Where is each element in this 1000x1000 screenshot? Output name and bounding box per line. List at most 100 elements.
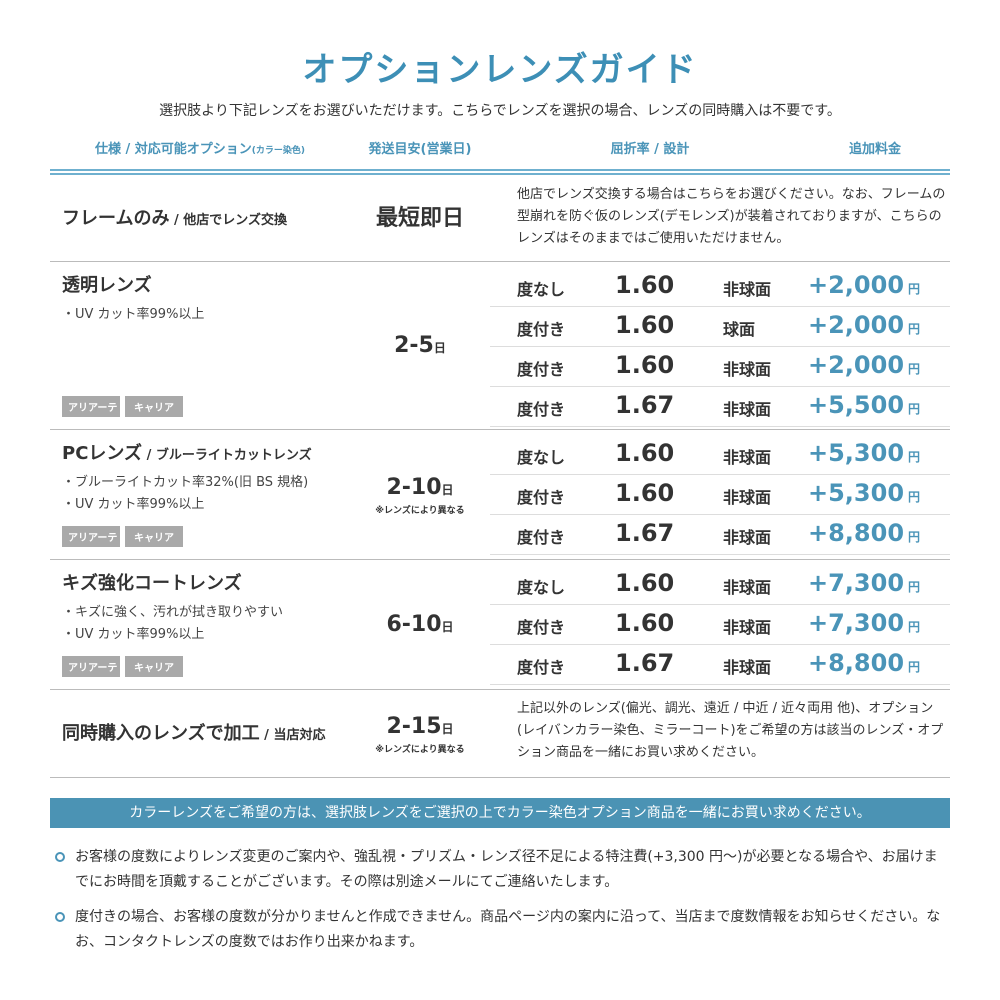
color-lens-banner: カラーレンズをご希望の方は、選択肢レンズをご選択の上でカラー染色オプション商品を… <box>50 798 950 828</box>
lens-spec: 同時購入のレンズで加工 / 当店対応 <box>62 722 342 748</box>
option-tag: キャリア <box>125 396 183 417</box>
prescription-label: 度なし <box>517 280 566 299</box>
lens-row: PCレンズ / ブルーライトカットレンズ・ブルーライトカット率32%(旧 BS … <box>50 430 950 560</box>
prescription-label: 度なし <box>517 578 566 597</box>
lens-design: 非球面 <box>723 578 772 597</box>
price-unit: 円 <box>908 450 921 464</box>
lens-option-row[interactable]: 度付き 1.60 非球面 +7,300 円 <box>490 605 950 645</box>
price-unit: 円 <box>908 322 921 336</box>
lens-feature: ・UV カット率99%以上 <box>62 307 205 322</box>
lens-name-sub: / ブルーライトカットレンズ <box>142 448 312 463</box>
option-tags: アリアーテ キャリア <box>62 396 183 417</box>
lens-option-row[interactable]: 度なし 1.60 非球面 +5,300 円 <box>490 435 950 475</box>
price-group: +2,000 円 <box>808 351 920 379</box>
lens-name: 透明レンズ <box>62 274 342 300</box>
lens-option-row[interactable]: 度なし 1.60 非球面 +7,300 円 <box>490 565 950 605</box>
price-group: +7,300 円 <box>808 569 920 597</box>
price-group: +5,300 円 <box>808 439 920 467</box>
note-item: お客様の度数によりレンズ変更のご案内や、強乱視・プリズム・レンズ径不足による特注… <box>55 845 950 895</box>
additional-price: +5,500 <box>808 391 905 419</box>
lens-name-main: 透明レンズ <box>62 275 152 296</box>
price-group: +2,000 円 <box>808 271 920 299</box>
price-unit: 円 <box>908 490 921 504</box>
shipping-note: ※レンズにより異なる <box>375 745 465 755</box>
price-unit: 円 <box>908 660 921 674</box>
lens-name-main: PCレンズ <box>62 443 143 464</box>
shipping-days-unit: 日 <box>441 483 454 497</box>
shipping-estimate: 6-10日 <box>350 611 490 641</box>
additional-price: +2,000 <box>808 271 905 299</box>
lens-spec: キズ強化コートレンズ ・キズに強く、汚れが拭き取りやすい ・UV カット率99%以上 <box>62 572 342 646</box>
additional-price: +2,000 <box>808 311 905 339</box>
header-spec: 仕様 / 対応可能オプション(カラー染色) <box>60 138 340 157</box>
lens-design: 非球面 <box>723 658 772 677</box>
refractive-index: 1.60 <box>615 311 675 339</box>
lens-name-main: フレームのみ <box>62 208 170 229</box>
lens-design: 非球面 <box>723 488 772 507</box>
prescription-label: 度付き <box>517 360 566 379</box>
lens-design: 非球面 <box>723 618 772 637</box>
option-tag: アリアーテ <box>62 656 120 677</box>
shipping-days-value: 2-5 <box>394 333 434 358</box>
lens-name-sub: / 当店対応 <box>259 728 326 743</box>
lens-feature: ・UV カット率99%以上 <box>62 497 205 512</box>
lens-feature: ・UV カット率99%以上 <box>62 627 205 642</box>
lens-option-row[interactable]: 度付き 1.60 非球面 +2,000 円 <box>490 347 950 387</box>
price-group: +5,300 円 <box>808 479 920 507</box>
shipping-days: 2-15日 <box>350 713 490 743</box>
refractive-index: 1.67 <box>615 649 675 677</box>
lens-option-row[interactable]: 度付き 1.60 球面 +2,000 円 <box>490 307 950 347</box>
lens-row: フレームのみ / 他店でレンズ交換 最短即日 他店でレンズ交換する場合はこちらをお選… <box>50 176 950 262</box>
price-unit: 円 <box>908 362 921 376</box>
shipping-days: 2-5日 <box>350 332 490 362</box>
additional-price: +8,800 <box>808 649 905 677</box>
option-tag: アリアーテ <box>62 526 120 547</box>
additional-price: +8,800 <box>808 519 905 547</box>
header-price: 追加料金 <box>848 142 901 157</box>
prescription-label: 度なし <box>517 448 566 467</box>
prescription-label: 度付き <box>517 320 566 339</box>
price-group: +2,000 円 <box>808 311 920 339</box>
prescription-label: 度付き <box>517 618 566 637</box>
shipping-days-value: 2-10 <box>386 475 442 500</box>
header-spec-label: 仕様 / 対応可能オプション <box>94 142 252 157</box>
shipping-days: 最短即日 <box>350 205 490 235</box>
refractive-index: 1.67 <box>615 391 675 419</box>
prescription-label: 度付き <box>517 658 566 677</box>
option-tag: アリアーテ <box>62 396 120 417</box>
shipping-days-unit: 日 <box>441 620 454 634</box>
lens-design: 非球面 <box>723 360 772 379</box>
refractive-index: 1.60 <box>615 271 675 299</box>
shipping-estimate: 2-5日 <box>350 332 490 362</box>
price-group: +7,300 円 <box>808 609 920 637</box>
lens-design: 非球面 <box>723 280 772 299</box>
lens-option-row[interactable]: 度付き 1.67 非球面 +8,800 円 <box>490 515 950 555</box>
lens-row: 透明レンズ・UV カット率99%以上アリアーテ キャリア 2-5日 度なし 1.60 非球… <box>50 262 950 430</box>
lens-option-row[interactable]: 度付き 1.67 非球面 +5,500 円 <box>490 387 950 427</box>
lens-spec: フレームのみ / 他店でレンズ交換 <box>62 207 342 233</box>
lens-description: 他店でレンズ交換する場合はこちらをお選びください。なお、フレームの型崩れを防ぐ仮… <box>517 187 946 246</box>
lens-option-row[interactable]: 度付き 1.67 非球面 +8,800 円 <box>490 645 950 685</box>
notes-list: お客様の度数によりレンズ変更のご案内や、強乱視・プリズム・レンズ径不足による特注… <box>55 845 950 965</box>
shipping-days: 6-10日 <box>350 611 490 641</box>
prescription-label: 度付き <box>517 488 566 507</box>
shipping-days: 2-10日 <box>350 474 490 504</box>
header-index: 屈折率 / 設計 <box>610 142 690 157</box>
shipping-days-value: 2-15 <box>386 714 442 739</box>
prescription-label: 度付き <box>517 400 566 419</box>
note-text: 度付きの場合、お客様の度数が分かりませんと作成できません。商品ページ内の案内に沿… <box>75 909 941 950</box>
page-subtitle: 選択肢より下記レンズをお選びいただけます。こちらでレンズを選択の場合、レンズの同… <box>159 103 841 119</box>
lens-row: 同時購入のレンズで加工 / 当店対応 2-15日 ※レンズにより異なる 上記以外のレン… <box>50 690 950 778</box>
lens-design: 非球面 <box>723 400 772 419</box>
price-group: +8,800 円 <box>808 519 920 547</box>
option-tag: キャリア <box>125 526 183 547</box>
lens-feature: ・ブルーライトカット率32%(旧 BS 規格) <box>62 475 309 490</box>
circle-bullet-icon <box>55 912 65 922</box>
option-tags: アリアーテ キャリア <box>62 656 183 677</box>
circle-bullet-icon <box>55 852 65 862</box>
lens-description: 上記以外のレンズ(偏光、調光、遠近 / 中近 / 近々両用 他)、オプション(レ… <box>517 701 944 760</box>
lens-option-row[interactable]: 度付き 1.60 非球面 +5,300 円 <box>490 475 950 515</box>
shipping-days-unit: 日 <box>433 341 446 355</box>
lens-option-row[interactable]: 度なし 1.60 非球面 +2,000 円 <box>490 267 950 307</box>
header-ship: 発送目安(営業日) <box>368 142 472 157</box>
